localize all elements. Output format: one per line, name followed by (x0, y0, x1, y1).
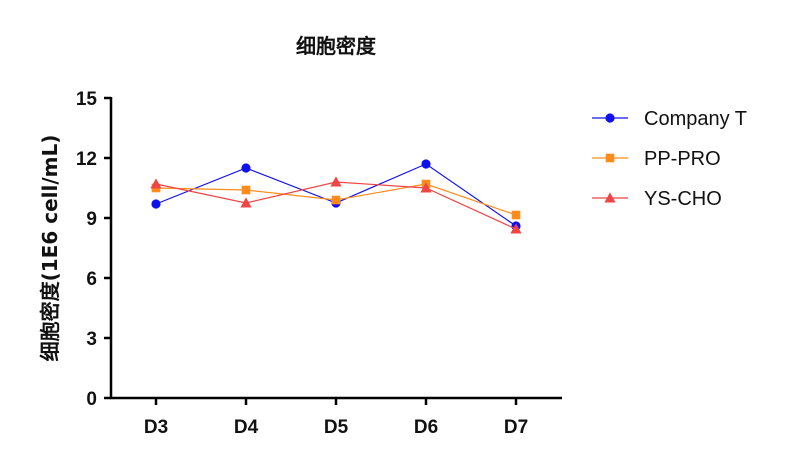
data-point (241, 185, 251, 195)
y-axis-label: 细胞密度(1E6 cell/mL) (38, 135, 62, 362)
data-point (150, 178, 162, 189)
series-layer (150, 159, 522, 234)
legend-label: Company T (644, 108, 747, 130)
y-tick-label: 12 (76, 149, 97, 170)
series-ys-cho (150, 176, 522, 234)
y-tick-label: 15 (76, 89, 98, 110)
x-tick-label: D3 (144, 417, 168, 438)
legend: Company T PP-PRO YS-CHO (592, 108, 747, 210)
data-point (421, 159, 431, 169)
data-point (151, 199, 161, 209)
x-tick-label: D7 (504, 417, 528, 438)
legend-item: Company T (592, 108, 747, 130)
data-point (511, 210, 521, 220)
x-tick-label: D5 (324, 417, 349, 438)
data-point (241, 163, 251, 173)
y-tick-label: 9 (86, 209, 97, 230)
y-axis-ticks: 0 3 6 9 12 15 (76, 89, 111, 410)
legend-marker (604, 192, 616, 203)
data-point (240, 197, 252, 208)
data-point (420, 182, 432, 193)
legend-item: YS-CHO (592, 188, 722, 210)
x-tick-label: D6 (414, 417, 438, 438)
legend-marker (605, 113, 615, 123)
y-tick-label: 6 (86, 269, 97, 290)
x-axis-ticks: D3 D4 D5 D6 D7 (144, 398, 528, 438)
legend-label: YS-CHO (644, 188, 722, 210)
y-tick-label: 0 (86, 389, 97, 410)
legend-item: PP-PRO (592, 148, 721, 170)
legend-label: PP-PRO (644, 148, 721, 170)
y-tick-label: 3 (86, 329, 97, 350)
chart-title: 细胞密度 (296, 34, 377, 58)
legend-marker (605, 153, 615, 163)
data-point (331, 195, 341, 205)
x-tick-label: D4 (234, 417, 259, 438)
data-point (330, 176, 342, 187)
data-point (510, 223, 522, 234)
